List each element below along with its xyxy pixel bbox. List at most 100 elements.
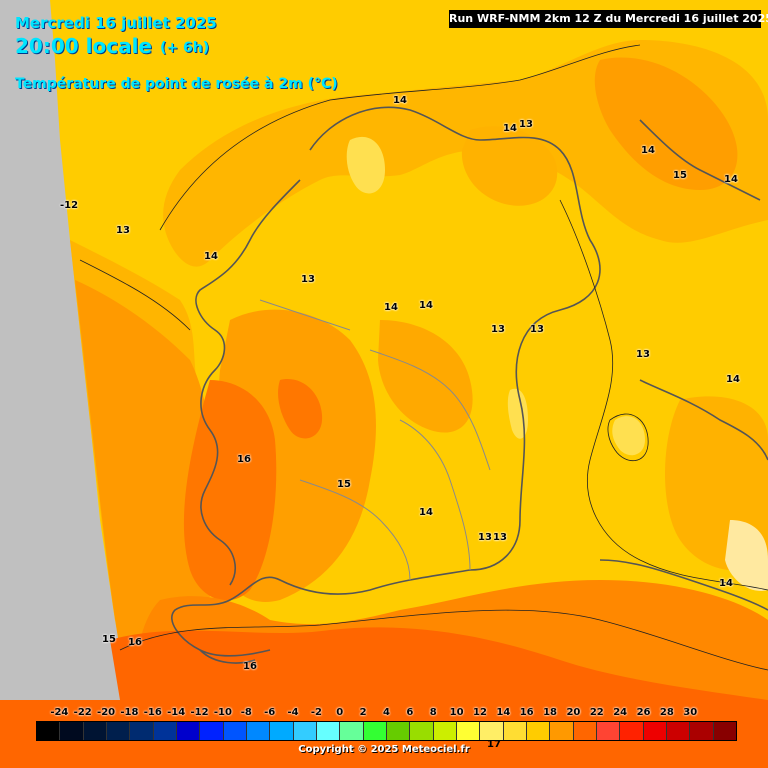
contour-label: 13: [493, 532, 507, 543]
legend-value: 10: [449, 707, 464, 718]
contour-label: 16: [128, 637, 142, 648]
contour-label: 15: [337, 479, 351, 490]
contour-label: 15: [673, 170, 687, 181]
contour-label: 13: [636, 349, 650, 360]
contour-label: 14: [419, 300, 433, 311]
isolines: [79, 44, 768, 671]
forecast-local-time: 20:00 locale: [15, 34, 152, 58]
forecast-date: Mercredi 16 juillet 2025: [15, 14, 217, 32]
legend-value: 18: [543, 707, 558, 718]
contour-label: 14: [419, 507, 433, 518]
legend-colorbar: [36, 721, 737, 741]
field-14-east: [461, 126, 558, 206]
run-banner: Run WRF-NMM 2km 12 Z du Mercredi 16 juil…: [449, 10, 768, 28]
legend-swatch: [246, 722, 271, 740]
contour-label: 14: [384, 302, 398, 313]
contour-label: -12: [60, 200, 79, 211]
legend-value: 6: [406, 707, 414, 718]
legend-value: -20: [97, 707, 116, 718]
field-15-east: [594, 57, 738, 190]
legend-swatch: [433, 722, 457, 740]
contour-label: 13: [301, 274, 315, 285]
legend-swatch: [550, 722, 574, 740]
legend-swatch: [37, 722, 61, 740]
coastlines: [171, 106, 768, 664]
legend-value: 16: [519, 707, 534, 718]
legend-value: 0: [336, 707, 344, 718]
field-15-center: [378, 320, 473, 433]
contour-label: 14: [204, 251, 218, 262]
legend-swatch: [293, 722, 317, 740]
off-domain-area: [0, 0, 130, 700]
legend-value: 14: [496, 707, 511, 718]
legend-swatch: [176, 722, 201, 740]
legend-value: -14: [167, 707, 186, 718]
contour-label: 16: [243, 661, 257, 672]
legend-value: -6: [264, 707, 276, 718]
legend-swatch: [503, 722, 527, 740]
legend-swatch: [363, 722, 387, 740]
legend-value: -4: [287, 707, 299, 718]
legend-value: 30: [683, 707, 698, 718]
legend-value: -16: [143, 707, 162, 718]
legend-value: -10: [213, 707, 232, 718]
legend-value: 2: [359, 707, 367, 718]
legend-swatch: [526, 722, 551, 740]
contour-label: 13: [116, 225, 130, 236]
field-12-east: [612, 416, 645, 456]
legend-swatch: [480, 722, 504, 740]
legend-swatch: [713, 722, 736, 740]
legend-swatch: [340, 722, 364, 740]
legend-swatch: [106, 722, 131, 740]
contour-label: 13: [530, 324, 544, 335]
legend-swatch: [666, 722, 691, 740]
legend-swatch: [60, 722, 84, 740]
contour-label: 14: [719, 578, 733, 589]
legend-swatch: [316, 722, 341, 740]
contour-label: 13: [491, 324, 505, 335]
forecast-offset: (+ 6h): [160, 40, 210, 56]
legend-value: 22: [589, 707, 604, 718]
legend-value: 28: [659, 707, 674, 718]
field-12-southeast: [725, 520, 768, 591]
borders: [259, 299, 491, 581]
legend-swatch: [153, 722, 177, 740]
legend-value: 8: [429, 707, 437, 718]
field-12-north: [346, 136, 385, 194]
legend-swatch: [386, 722, 411, 740]
legend-value: 26: [636, 707, 651, 718]
legend-swatch: [456, 722, 481, 740]
field-15-west: [75, 280, 222, 650]
legend-swatch: [690, 722, 714, 740]
contour-label: 14: [641, 145, 655, 156]
contour-label: 16: [237, 454, 251, 465]
field-16-patch: [278, 379, 323, 439]
legend-swatch: [620, 722, 644, 740]
legend-value: -22: [73, 707, 92, 718]
field-16-wales: [183, 380, 277, 601]
parameter-title: Température de point de rosée à 2m (°C): [15, 76, 338, 92]
contour-label: 13: [478, 532, 492, 543]
legend-swatch: [596, 722, 621, 740]
legend-value: -8: [240, 707, 252, 718]
legend-swatch: [643, 722, 667, 740]
contour-label: 14: [726, 374, 740, 385]
legend-value: -2: [310, 707, 322, 718]
contour-label: 14: [503, 123, 517, 134]
field-12-center: [507, 388, 528, 439]
legend-swatch: [200, 722, 224, 740]
copyright: Copyright © 2025 Meteociel.fr: [298, 744, 470, 755]
legend-swatch: [270, 722, 294, 740]
legend-swatch: [130, 722, 154, 740]
legend-value: -12: [190, 707, 209, 718]
contour-label: 13: [519, 119, 533, 130]
legend-value: 4: [383, 707, 390, 718]
legend-value: -24: [50, 707, 69, 718]
legend-value: 20: [566, 707, 581, 718]
legend-value: 12: [472, 707, 487, 718]
contour-label: 14: [393, 95, 407, 106]
legend-value: -18: [120, 707, 139, 718]
contour-label: 15: [102, 634, 116, 645]
